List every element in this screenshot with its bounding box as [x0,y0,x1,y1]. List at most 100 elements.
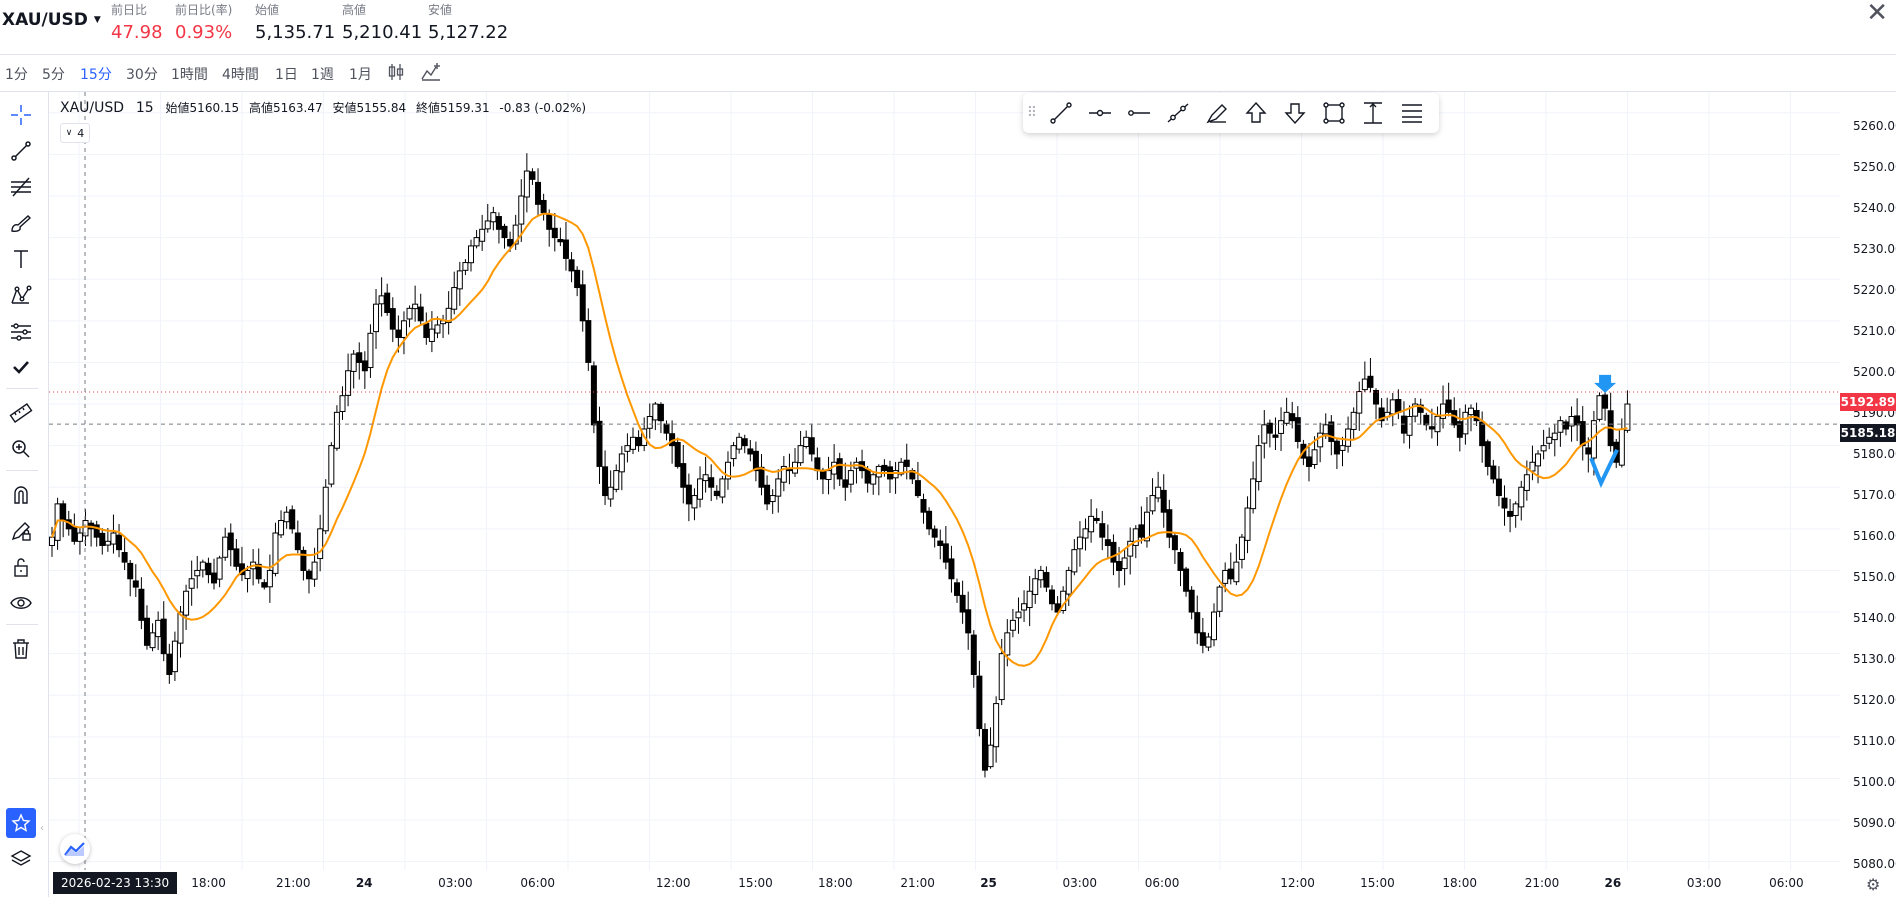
lock-drawings-icon[interactable] [4,516,38,546]
gear-icon[interactable]: ⚙ [1866,875,1881,894]
candle-body [378,295,385,305]
eye-icon[interactable] [4,588,38,618]
price-axis-label: 5170.00 [1853,488,1896,502]
candle-body [389,308,396,330]
magnet-icon[interactable] [4,480,38,510]
check-icon[interactable] [4,352,38,382]
timeframe-1m[interactable]: 1分 [5,67,28,83]
horizontal-line-icon[interactable] [1119,93,1158,133]
stat-label: 安値 [428,3,453,17]
legend-open: 5160.15 [189,101,240,115]
timeframe-15m[interactable]: 15分 [80,67,112,83]
candle-body [713,490,720,497]
timeframe-4h[interactable]: 4時間 [222,67,259,83]
candle-body [1574,415,1581,426]
candle-body [1484,441,1491,467]
candle-body [557,238,564,243]
stat-low: 安値 5,127.22 [428,2,508,43]
timeframe-1w[interactable]: 1週 [311,67,334,83]
line-icon[interactable] [1041,93,1080,133]
rectangle-icon[interactable] [1314,93,1353,133]
timeframe-30m[interactable]: 30分 [126,67,158,83]
favorites-button[interactable] [6,808,36,838]
price-axis-label: 5130.00 [1853,652,1896,666]
arrow-down-icon[interactable] [1275,93,1314,133]
arrow-down-marker[interactable] [1594,374,1617,393]
candle-body [345,370,352,396]
candle-body [1350,411,1357,430]
timeframe-5m[interactable]: 5分 [42,67,65,83]
candle-body [1227,568,1234,580]
candle-body [305,570,312,580]
candle-body [1171,535,1178,551]
candle-body [1155,486,1162,499]
prediction-icon[interactable] [4,316,38,346]
candle-body [1378,407,1385,422]
candle-body [473,237,480,247]
time-axis-label: 21:00 [900,876,935,890]
fib-icon[interactable] [4,172,38,202]
symbol-name: XAU/USD [2,10,88,30]
time-axis[interactable]: 18:00 21:00 24 03:00 06:00 12:00 15:00 18:00 21:… [49,870,1847,897]
candle-body [775,478,782,497]
candles-icon[interactable] [386,62,406,86]
brush-icon[interactable] [4,208,38,238]
crosshair-icon[interactable] [4,100,38,130]
timeframe-1mo[interactable]: 1月 [349,67,372,83]
ruler-icon[interactable] [4,398,38,428]
stat-label: 前日比 [111,3,148,17]
candle-body [881,464,888,472]
layers-icon[interactable] [4,844,38,874]
candle-body [764,484,771,505]
candle-body [596,420,603,467]
candle-body [926,510,933,530]
zoom-icon[interactable] [4,434,38,464]
brush-icon[interactable] [1197,93,1236,133]
pattern-icon[interactable] [4,280,38,310]
candle-body [160,618,167,655]
candle-body [222,536,229,558]
candle-body [1160,489,1167,513]
candle-body [1188,589,1195,613]
collapse-toolbar-button[interactable]: ‹ [40,823,44,834]
horizontal-ray-icon[interactable] [1080,93,1119,133]
chart-pane[interactable] [49,92,1847,870]
text-icon[interactable] [4,244,38,274]
indicators-icon[interactable] [420,62,442,86]
candle-body [49,536,55,546]
candle-body [708,477,715,488]
chart-legend: XAU/USD 15 始値5160.15 高値5163.47 安値5155.84… [60,99,592,116]
symbol-selector[interactable]: XAU/USD ▼ [2,8,101,32]
candle-body [847,470,854,485]
trend-angle-icon[interactable] [1158,93,1197,133]
candle-body [1540,445,1547,452]
close-button[interactable]: ✕ [1866,0,1888,28]
stat-value: 5,127.22 [428,22,509,43]
trend-line-icon[interactable] [4,136,38,166]
arrow-up-icon[interactable] [1236,93,1275,133]
candle-body [892,470,899,479]
price-axis-label: 5120.00 [1853,693,1896,707]
timeframe-1d[interactable]: 1日 [275,67,298,83]
candle-body [1015,611,1022,619]
legend-collapse-button[interactable]: ∨ 4 [60,123,90,143]
candle-body [462,262,469,271]
candle-body [752,450,759,472]
candle-body [1261,424,1268,444]
time-axis-label: 21:00 [1524,876,1560,890]
candle-body [825,470,832,481]
time-axis-label: 06:00 [1769,876,1804,890]
unlock-icon[interactable] [4,552,38,582]
candle-body [149,632,156,649]
price-range-icon[interactable] [1353,93,1392,133]
candle-body [417,306,424,322]
candle-body [261,582,268,588]
price-axis-label: 5250.00 [1853,160,1896,174]
text-lines-icon[interactable] [1392,93,1431,133]
time-axis-label: 18:00 [818,876,853,890]
candlestick-chart[interactable] [49,92,1847,870]
drag-handle-icon[interactable]: ⠿ [1026,105,1038,121]
check-marker[interactable] [1589,448,1619,489]
timeframe-1h[interactable]: 1時間 [171,67,208,83]
trash-icon[interactable] [4,634,38,664]
